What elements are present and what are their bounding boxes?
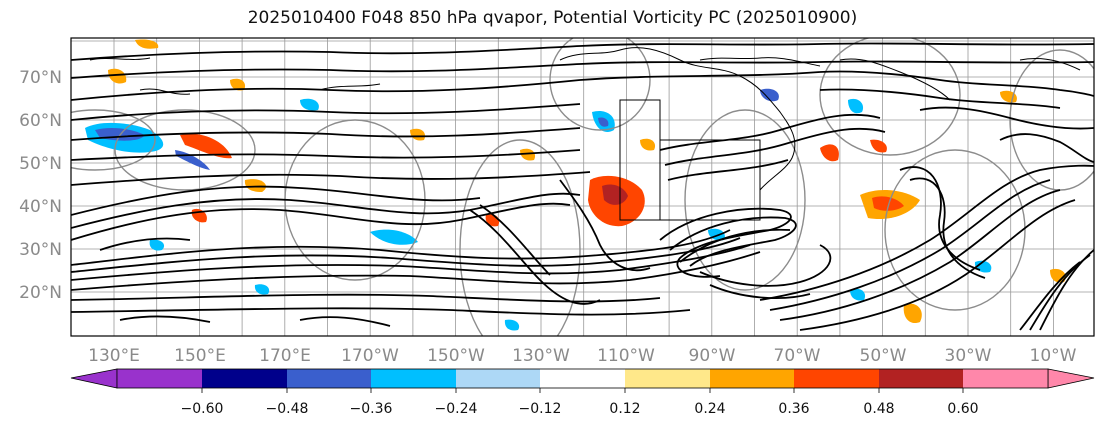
colorbar-segment: [710, 369, 794, 388]
lon-label-170w: 170°W: [341, 346, 399, 366]
colorbar-segment: [287, 369, 371, 388]
colorbar-segment: [963, 369, 1048, 388]
colorbar-frame: [116, 368, 1049, 389]
colorbar-label: −0.24: [435, 401, 478, 417]
coastlines: [89, 47, 1081, 221]
lon-label-150e: 150°E: [174, 346, 226, 366]
lon-label-130w: 130°W: [512, 346, 570, 366]
colorbar-segments: [117, 369, 1048, 388]
latitude-labels: 70°N 60°N 50°N 40°N 30°N 20°N: [19, 68, 62, 303]
lon-label-130e: 130°E: [88, 346, 140, 366]
colorbar-label: −0.36: [350, 401, 393, 417]
lon-label-150w: 150°W: [427, 346, 485, 366]
colorbar-segment: [202, 369, 287, 388]
lat-label-50n: 50°N: [19, 154, 62, 174]
colorbar-segment: [117, 369, 202, 388]
longitude-labels: 130°E 150°E 170°E 170°W 150°W 130°W 110°…: [88, 346, 1077, 366]
colorbar-label: −0.60: [181, 401, 224, 417]
map-frame: [70, 37, 1095, 337]
qvapor-fill-patches: [85, 39, 1066, 331]
lon-label-170e: 170°E: [259, 346, 311, 366]
lat-label-70n: 70°N: [19, 68, 62, 88]
lon-label-50w: 50°W: [860, 346, 907, 366]
potential-vorticity-contours: [71, 42, 1094, 331]
colorbar-label: 0.12: [609, 401, 640, 417]
colorbar-segment: [540, 369, 625, 388]
colorbar-label: 0.48: [863, 401, 894, 417]
colorbar-segment: [371, 369, 456, 388]
lon-label-90w: 90°W: [689, 346, 736, 366]
colorbar-label: −0.12: [519, 401, 562, 417]
map-title: 2025010400 F048 850 hPa qvapor, Potentia…: [247, 8, 858, 28]
lon-label-70w: 70°W: [774, 346, 821, 366]
lat-label-40n: 40°N: [19, 197, 62, 217]
colorbar: −0.60 −0.48 −0.36 −0.24 −0.12 0.12 0.24 …: [70, 368, 1095, 417]
lon-label-30w: 30°W: [945, 346, 992, 366]
lon-label-10w: 10°W: [1030, 346, 1077, 366]
colorbar-upper-extension: [1047, 368, 1095, 389]
colorbar-segment: [625, 369, 710, 388]
colorbar-label: 0.24: [694, 401, 725, 417]
lon-label-110w: 110°W: [597, 346, 655, 366]
colorbar-segment: [879, 369, 963, 388]
map-panel: [70, 37, 1095, 337]
colorbar-label: 0.36: [778, 401, 809, 417]
colorbar-ticks: [201, 388, 964, 393]
colorbar-lower-extension: [70, 368, 118, 389]
lat-label-20n: 20°N: [19, 283, 62, 303]
colorbar-segment: [794, 369, 879, 388]
lat-label-30n: 30°N: [19, 240, 62, 260]
colorbar-segment: [456, 369, 540, 388]
lat-label-60n: 60°N: [19, 111, 62, 131]
colorbar-label: 0.60: [947, 401, 978, 417]
colorbar-label: −0.48: [266, 401, 309, 417]
colorbar-tick-labels: −0.60 −0.48 −0.36 −0.24 −0.12 0.12 0.24 …: [181, 401, 979, 417]
